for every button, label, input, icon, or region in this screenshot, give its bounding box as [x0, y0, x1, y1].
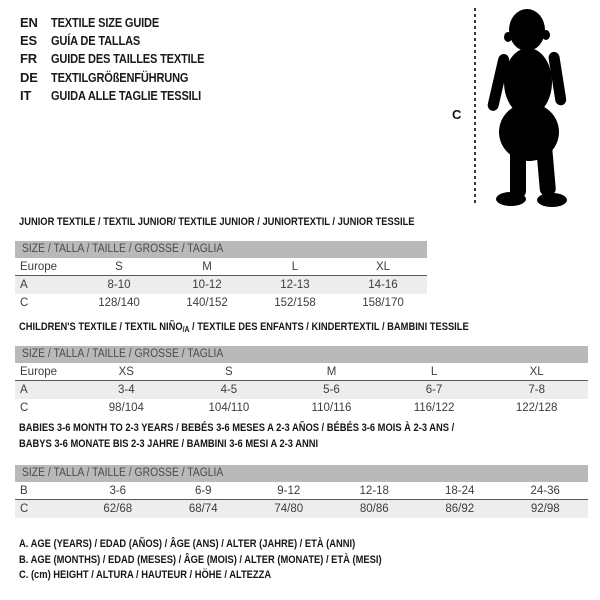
- language-list: EN TEXTILE SIZE GUIDE ES GUÍA DE TALLAS …: [20, 13, 231, 105]
- language-code: EN: [20, 14, 38, 30]
- table-cell: XL: [375, 260, 391, 273]
- size-header-label: SIZE / TALLA / TAILLE / GRÖSSE / TAGLIA: [22, 243, 224, 255]
- babies-size-table: SIZE / TALLA / TAILLE / GRÖSSE / TAGLIA B…: [15, 465, 588, 518]
- heading-text: CHILDREN'S TEXTILE / TEXTIL NIÑO: [19, 321, 183, 333]
- heading-text: JUNIOR TEXTILE / TEXTIL JUNIOR/ TEXTILE …: [19, 216, 415, 228]
- legend-footnotes: A. AGE (YEARS) / EDAD (AÑOS) / ÂGE (ANS)…: [19, 538, 446, 585]
- table-cell: M: [202, 260, 212, 273]
- row-label: C: [20, 503, 29, 515]
- table-cell: 4-5: [220, 384, 238, 396]
- language-row-de: DE TEXTILGRÖßENFÜHRUNG: [20, 68, 231, 86]
- toddler-silhouette-image: [487, 9, 567, 207]
- table-cell: 3-4: [117, 384, 135, 396]
- children-size-table: SIZE / TALLA / TAILLE / GRÖSSE / TAGLIA E…: [15, 346, 588, 417]
- language-row-es: ES GUÍA DE TALLAS: [20, 31, 231, 49]
- language-title: TEXTILGRÖßENFÜHRUNG: [51, 69, 189, 85]
- language-title: TEXTILE SIZE GUIDE: [51, 14, 160, 30]
- table-cell: S: [225, 365, 233, 378]
- language-code: IT: [20, 88, 32, 104]
- row-label: C: [20, 297, 29, 309]
- junior-table-heading: JUNIOR TEXTILE / TEXTIL JUNIOR/ TEXTILE …: [19, 215, 484, 231]
- language-code: DE: [20, 69, 38, 85]
- row-label: Europe: [20, 365, 58, 378]
- table-cell: 80/86: [359, 503, 389, 515]
- table-row: A 8-10 10-12 12-13 14-16: [15, 276, 427, 294]
- language-title: GUIDA ALLE TAGLIE TESSILI: [51, 88, 202, 104]
- size-header-bar: SIZE / TALLA / TAILLE / GRÖSSE / TAGLIA: [15, 241, 427, 258]
- table-cell: 104/110: [208, 402, 250, 414]
- row-label: B: [20, 484, 28, 497]
- table-cell: 12-13: [280, 279, 310, 291]
- height-measure-label: C: [452, 107, 462, 122]
- size-header-label: SIZE / TALLA / TAILLE / GRÖSSE / TAGLIA: [22, 348, 224, 360]
- footnote-a: A. AGE (YEARS) / EDAD (AÑOS) / ÂGE (ANS)…: [19, 538, 356, 550]
- heading-line-1: BABIES 3-6 MONTH TO 2-3 YEARS / BEBÉS 3-…: [19, 422, 455, 434]
- table-cell: 6-7: [425, 384, 443, 396]
- table-cell: S: [115, 260, 123, 273]
- row-label: A: [20, 279, 28, 291]
- table-cell: 128/140: [98, 297, 140, 309]
- language-code: FR: [20, 51, 37, 67]
- heading-line-2: BABYS 3-6 MONATE BIS 2-3 JAHRE / BAMBINI…: [19, 437, 319, 450]
- table-cell: 24-36: [530, 484, 560, 497]
- table-cell: M: [326, 365, 337, 378]
- table-cell: 8-10: [107, 279, 131, 291]
- babies-table-heading: BABIES 3-6 MONTH TO 2-3 YEARS / BEBÉS 3-…: [19, 421, 531, 452]
- heading-subscript: /A: [182, 325, 190, 334]
- table-cell: 116/122: [413, 402, 455, 414]
- language-title: GUIDE DES TAILLES TEXTILE: [51, 51, 205, 67]
- language-row-en: EN TEXTILE SIZE GUIDE: [20, 13, 231, 31]
- table-row: B 3-6 6-9 9-12 12-18 18-24 24-36: [15, 482, 588, 500]
- table-cell: 12-18: [359, 484, 389, 497]
- table-row: A 3-4 4-5 5-6 6-7 7-8: [15, 381, 588, 399]
- table-cell: 68/74: [188, 503, 218, 515]
- language-code: ES: [20, 33, 37, 49]
- table-cell: 86/92: [445, 503, 475, 515]
- footnote-c: C. (cm) HEIGHT / ALTURA / HAUTEUR / HÖHE…: [19, 569, 272, 582]
- table-cell: 152/158: [274, 297, 316, 309]
- language-title: GUÍA DE TALLAS: [51, 33, 141, 49]
- table-cell: 6-9: [194, 484, 212, 497]
- table-cell: L: [430, 365, 438, 378]
- size-header-bar: SIZE / TALLA / TAILLE / GRÖSSE / TAGLIA: [15, 465, 588, 482]
- language-row-fr: FR GUIDE DES TAILLES TEXTILE: [20, 50, 231, 68]
- table-row: Europe S M L XL: [15, 258, 427, 276]
- heading-text: / TEXTILE DES ENFANTS / KINDERTEXTIL / B…: [189, 321, 469, 333]
- row-label: A: [20, 384, 28, 396]
- table-cell: 158/170: [362, 297, 404, 309]
- table-row: C 62/68 68/74 74/80 80/86 86/92 92/98: [15, 500, 588, 518]
- row-label: Europe: [20, 260, 58, 273]
- language-row-it: IT GUIDA ALLE TAGLIE TESSILI: [20, 87, 231, 105]
- children-table-heading: CHILDREN'S TEXTILE / TEXTIL NIÑO/A / TEX…: [19, 320, 548, 338]
- table-cell: 10-12: [192, 279, 222, 291]
- table-cell: 74/80: [274, 503, 304, 515]
- table-cell: 3-6: [109, 484, 127, 497]
- row-label: C: [20, 402, 29, 414]
- table-cell: 7-8: [528, 384, 545, 396]
- table-cell: 62/68: [103, 503, 133, 515]
- size-header-label: SIZE / TALLA / TAILLE / GRÖSSE / TAGLIA: [22, 467, 224, 479]
- table-cell: 110/116: [311, 402, 352, 414]
- table-cell: 5-6: [323, 384, 340, 396]
- size-header-bar: SIZE / TALLA / TAILLE / GRÖSSE / TAGLIA: [15, 346, 588, 363]
- table-cell: L: [291, 260, 299, 273]
- table-cell: 9-12: [277, 484, 301, 497]
- table-cell: XL: [529, 365, 544, 378]
- height-measure-dashed-line: [474, 8, 476, 206]
- table-cell: 14-16: [368, 279, 398, 291]
- table-row: C 128/140 140/152 152/158 158/170: [15, 294, 427, 312]
- junior-size-table: SIZE / TALLA / TAILLE / GRÖSSE / TAGLIA E…: [15, 241, 427, 312]
- table-cell: XS: [118, 365, 134, 378]
- table-cell: 98/104: [108, 402, 144, 414]
- table-cell: 140/152: [186, 297, 228, 309]
- table-cell: 92/98: [530, 503, 560, 515]
- table-row: C 98/104 104/110 110/116 116/122 122/128: [15, 399, 588, 417]
- footnote-b: B. AGE (MONTHS) / EDAD (MESES) / ÂGE (MO…: [19, 553, 382, 566]
- table-row: Europe XS S M L XL: [15, 363, 588, 381]
- table-cell: 122/128: [515, 402, 558, 414]
- table-cell: 18-24: [445, 484, 475, 497]
